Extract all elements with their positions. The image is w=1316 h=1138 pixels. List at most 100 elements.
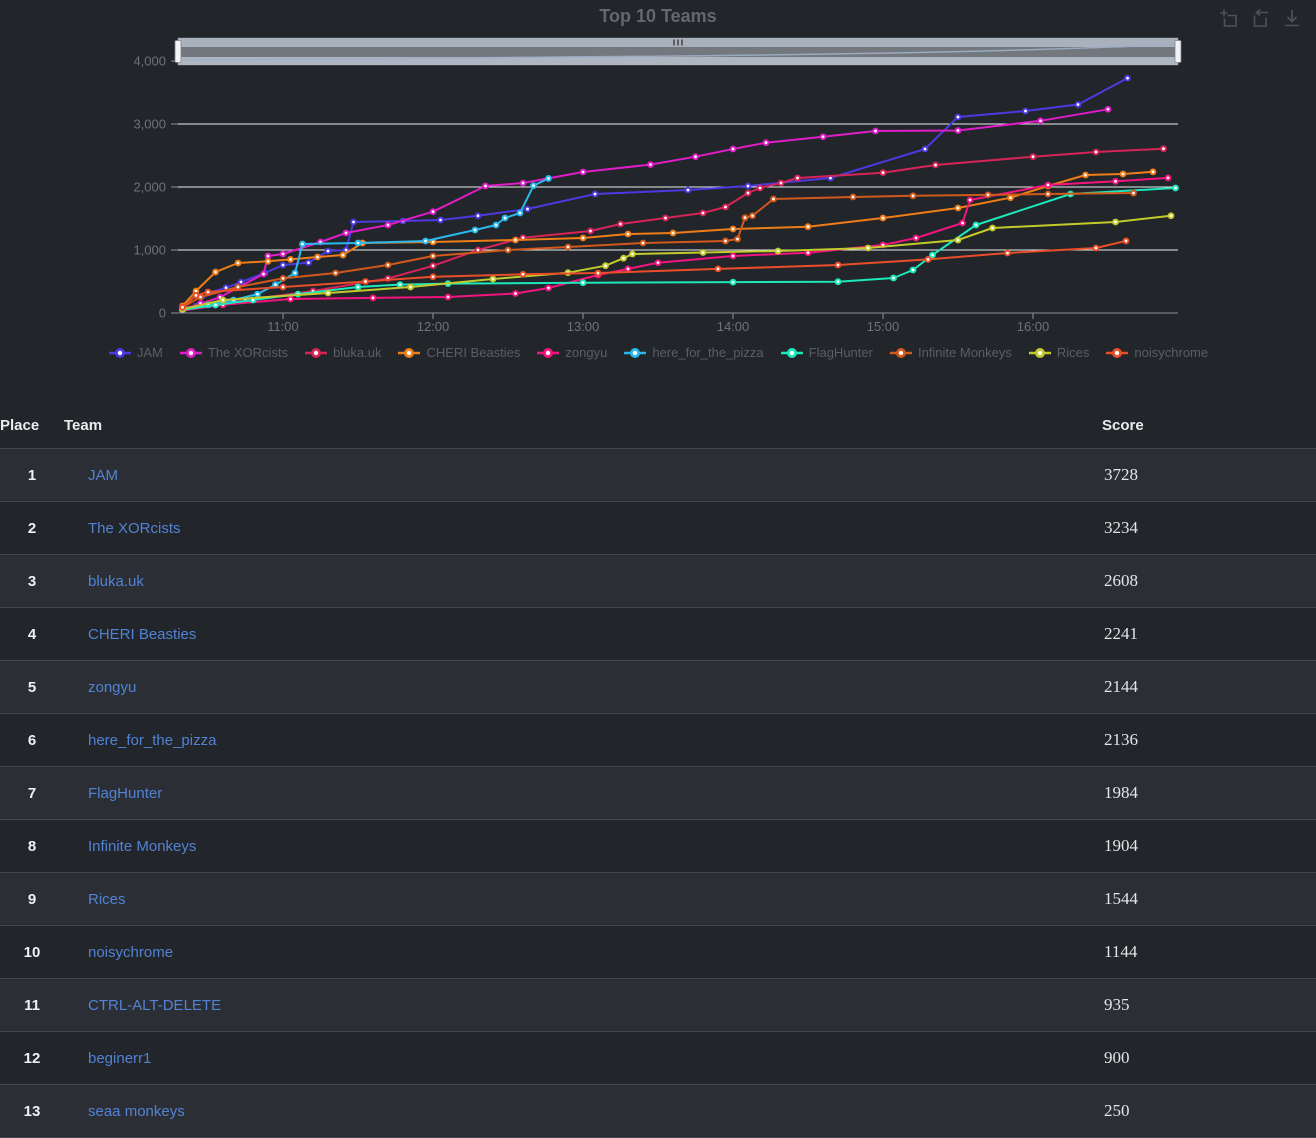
data-point-center (851, 195, 855, 199)
place-cell: 6 (27, 731, 37, 749)
range-handle-right[interactable] (1174, 40, 1182, 63)
data-point-center (892, 276, 895, 280)
reset-zoom-button[interactable] (1250, 8, 1270, 28)
data-point-center (701, 211, 705, 215)
data-point-center (274, 283, 277, 287)
team-cell: CHERI Beasties (64, 608, 1102, 661)
data-point-center (491, 277, 495, 281)
data-point-center (236, 261, 240, 265)
data-point-center (199, 295, 202, 299)
score-cell: 250 (1104, 1101, 1130, 1120)
legend-label: bluka.uk (333, 345, 382, 360)
data-point-center (1114, 220, 1117, 224)
table-row: 13 seaa monkeys 250 (0, 1084, 1316, 1138)
team-cell: zongyu (64, 661, 1102, 714)
data-point-center (956, 206, 960, 210)
data-point-center (1046, 183, 1050, 187)
score-cell: 2136 (1104, 730, 1138, 749)
legend-item-the-xorcists[interactable]: The XORcists (179, 345, 288, 360)
data-point-center (439, 218, 442, 222)
range-handle-left[interactable] (174, 40, 182, 63)
data-point-center (262, 272, 265, 276)
legend-item-noisychrome[interactable]: noisychrome (1105, 345, 1208, 360)
series-here-for-the-pizza (179, 175, 552, 312)
col-header-place: Place (0, 417, 40, 434)
team-link[interactable]: beginerr1 (88, 1049, 152, 1067)
data-point-center (604, 264, 607, 268)
team-link[interactable]: JAM (88, 466, 118, 484)
data-point-center (1031, 155, 1035, 159)
table-header-row: Place Team Score (0, 405, 1316, 449)
x-tick-label: 14:00 (717, 319, 750, 334)
data-point-center (1169, 214, 1173, 218)
series-zongyu (179, 174, 1172, 314)
team-link[interactable]: bluka.uk (88, 572, 144, 590)
data-point-center (731, 147, 735, 151)
data-point-center (521, 272, 525, 276)
data-point-center (806, 225, 810, 229)
team-link[interactable]: zongyu (88, 678, 137, 696)
data-point-center (1106, 107, 1110, 111)
legend-item-zongyu[interactable]: zongyu (536, 345, 607, 360)
legend-item-jam[interactable]: JAM (108, 345, 163, 360)
series-line (181, 239, 1127, 309)
legend-item-here-for-the-pizza[interactable]: here_for_the_pizza (623, 345, 764, 360)
data-point-center (619, 222, 622, 226)
team-link[interactable]: Infinite Monkeys (88, 837, 197, 855)
table-row: 12 beginerr1 900 (0, 1031, 1316, 1085)
data-point-center (266, 254, 270, 258)
legend-item-bluka-uk[interactable]: bluka.uk (304, 345, 381, 360)
data-point-center (364, 280, 367, 283)
data-point-center (874, 129, 877, 133)
data-point-center (424, 239, 427, 243)
legend-item-infinite-monkeys[interactable]: Infinite Monkeys (889, 345, 1012, 360)
box-zoom-button[interactable] (1218, 8, 1238, 28)
legend-item-rices[interactable]: Rices (1028, 345, 1089, 360)
legend-item-flaghunter[interactable]: FlagHunter (780, 345, 873, 360)
place-cell: 7 (27, 784, 37, 802)
legend-marker-icon (624, 347, 647, 358)
range-selector-mini-chart (182, 43, 1174, 61)
data-point-center (301, 242, 304, 246)
team-link[interactable]: CHERI Beasties (88, 625, 197, 643)
team-cell: bluka.uk (64, 555, 1102, 608)
legend-marker-icon (305, 347, 328, 358)
download-button[interactable] (1282, 8, 1302, 28)
legend-marker-icon (537, 347, 560, 358)
team-link[interactable]: FlagHunter (88, 784, 163, 802)
data-point-center (518, 211, 522, 215)
legend-marker-icon (780, 347, 803, 358)
team-link[interactable]: CTRL-ALT-DELETE (88, 996, 222, 1014)
data-point-center (736, 237, 739, 241)
data-point-center (431, 254, 435, 258)
team-link[interactable]: The XORcists (88, 519, 181, 537)
series-line (182, 147, 1164, 309)
team-link[interactable]: here_for_the_pizza (88, 731, 217, 749)
data-point-center (326, 291, 330, 295)
range-selector[interactable] (174, 37, 1182, 66)
data-point-center (881, 171, 885, 175)
table-row: 4 CHERI Beasties 2241 (0, 607, 1316, 661)
legend-label: FlagHunter (808, 345, 873, 360)
data-point-center (352, 220, 355, 224)
team-link[interactable]: Rices (88, 890, 126, 908)
data-point-center (934, 163, 937, 167)
data-point-center (476, 248, 480, 252)
data-point-center (724, 205, 727, 209)
data-point-center (251, 298, 255, 302)
team-link[interactable]: seaa monkeys (88, 1102, 185, 1120)
data-point-center (779, 181, 783, 185)
range-grip-icon (677, 39, 679, 46)
range-grip-icon (681, 39, 683, 46)
data-point-center (547, 286, 550, 290)
data-point-center (476, 214, 480, 218)
legend-label: here_for_the_pizza (652, 345, 764, 360)
legend-item-cheri-beasties[interactable]: CHERI Beasties (397, 345, 520, 360)
x-tick-label: 16:00 (1017, 319, 1050, 334)
data-point-center (1114, 179, 1117, 183)
data-point-center (686, 188, 690, 192)
team-link[interactable]: noisychrome (88, 943, 174, 961)
place-cell: 3 (27, 572, 37, 590)
download-icon (1285, 10, 1299, 27)
data-point-center (701, 251, 705, 254)
